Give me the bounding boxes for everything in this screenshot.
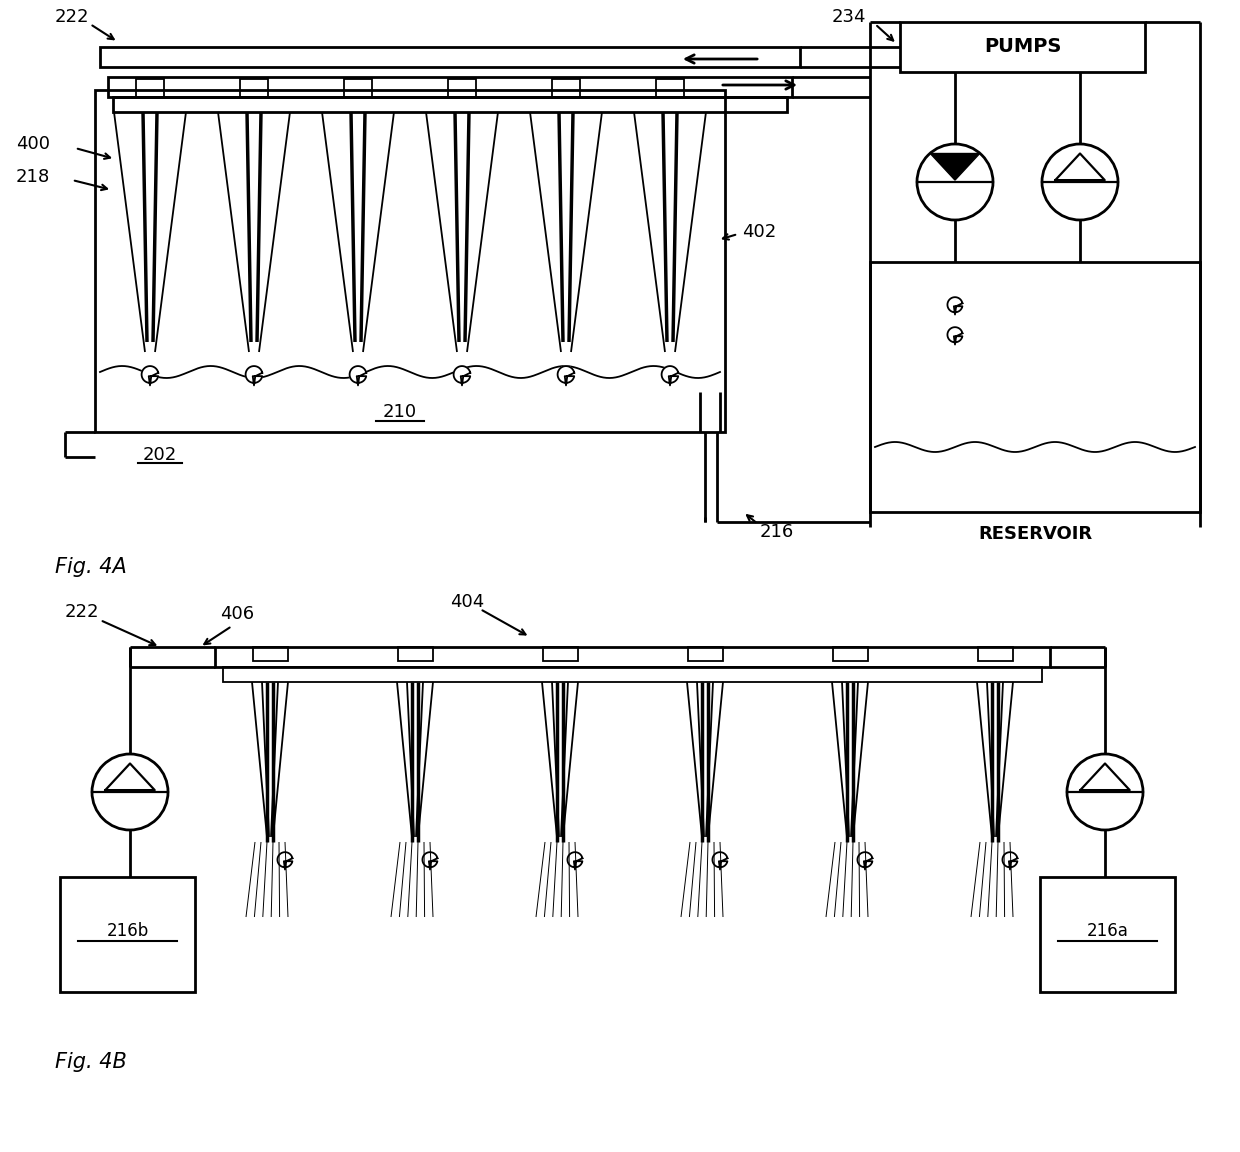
Bar bbox=[241, 79, 268, 97]
Text: 218: 218 bbox=[16, 168, 50, 185]
Bar bbox=[1040, 877, 1176, 992]
Bar bbox=[253, 647, 288, 661]
Bar bbox=[113, 97, 787, 112]
Bar bbox=[543, 647, 578, 661]
Text: Fig. 4A: Fig. 4A bbox=[55, 558, 126, 577]
Text: 400: 400 bbox=[16, 135, 50, 153]
Bar bbox=[448, 79, 476, 97]
Text: 222: 222 bbox=[64, 602, 99, 621]
Bar bbox=[687, 647, 723, 661]
Polygon shape bbox=[558, 366, 574, 386]
Bar bbox=[900, 22, 1145, 71]
Bar bbox=[215, 647, 1050, 667]
Bar bbox=[870, 262, 1200, 511]
Text: 202: 202 bbox=[143, 446, 177, 464]
Polygon shape bbox=[930, 153, 980, 180]
Text: Fig. 4B: Fig. 4B bbox=[55, 1052, 126, 1073]
Bar bbox=[108, 77, 792, 97]
Text: 216a: 216a bbox=[1086, 922, 1128, 940]
Text: 234: 234 bbox=[832, 8, 867, 26]
Text: 222: 222 bbox=[55, 8, 89, 26]
Bar bbox=[343, 79, 372, 97]
Polygon shape bbox=[947, 297, 962, 314]
Polygon shape bbox=[454, 366, 470, 386]
Polygon shape bbox=[1002, 852, 1017, 870]
Bar bbox=[100, 47, 800, 67]
Polygon shape bbox=[662, 366, 678, 386]
Bar bbox=[832, 647, 868, 661]
Polygon shape bbox=[141, 366, 159, 386]
Polygon shape bbox=[246, 366, 262, 386]
Text: 216b: 216b bbox=[107, 922, 149, 940]
Polygon shape bbox=[713, 852, 728, 870]
Text: 404: 404 bbox=[450, 593, 485, 611]
Polygon shape bbox=[857, 852, 873, 870]
Text: PUMPS: PUMPS bbox=[983, 38, 1061, 56]
Bar bbox=[977, 647, 1013, 661]
Polygon shape bbox=[568, 852, 583, 870]
Bar bbox=[656, 79, 684, 97]
Polygon shape bbox=[947, 327, 962, 344]
Bar bbox=[95, 90, 725, 432]
Polygon shape bbox=[423, 852, 438, 870]
Text: RESERVOIR: RESERVOIR bbox=[978, 525, 1092, 543]
Text: 406: 406 bbox=[219, 605, 254, 623]
Text: 210: 210 bbox=[383, 403, 417, 420]
Bar bbox=[223, 667, 1042, 682]
Bar bbox=[398, 647, 433, 661]
Text: 216: 216 bbox=[760, 523, 795, 541]
Bar bbox=[552, 79, 580, 97]
Bar bbox=[136, 79, 164, 97]
Text: 402: 402 bbox=[742, 223, 776, 241]
Polygon shape bbox=[278, 852, 293, 870]
Polygon shape bbox=[350, 366, 366, 386]
Bar bbox=[60, 877, 195, 992]
